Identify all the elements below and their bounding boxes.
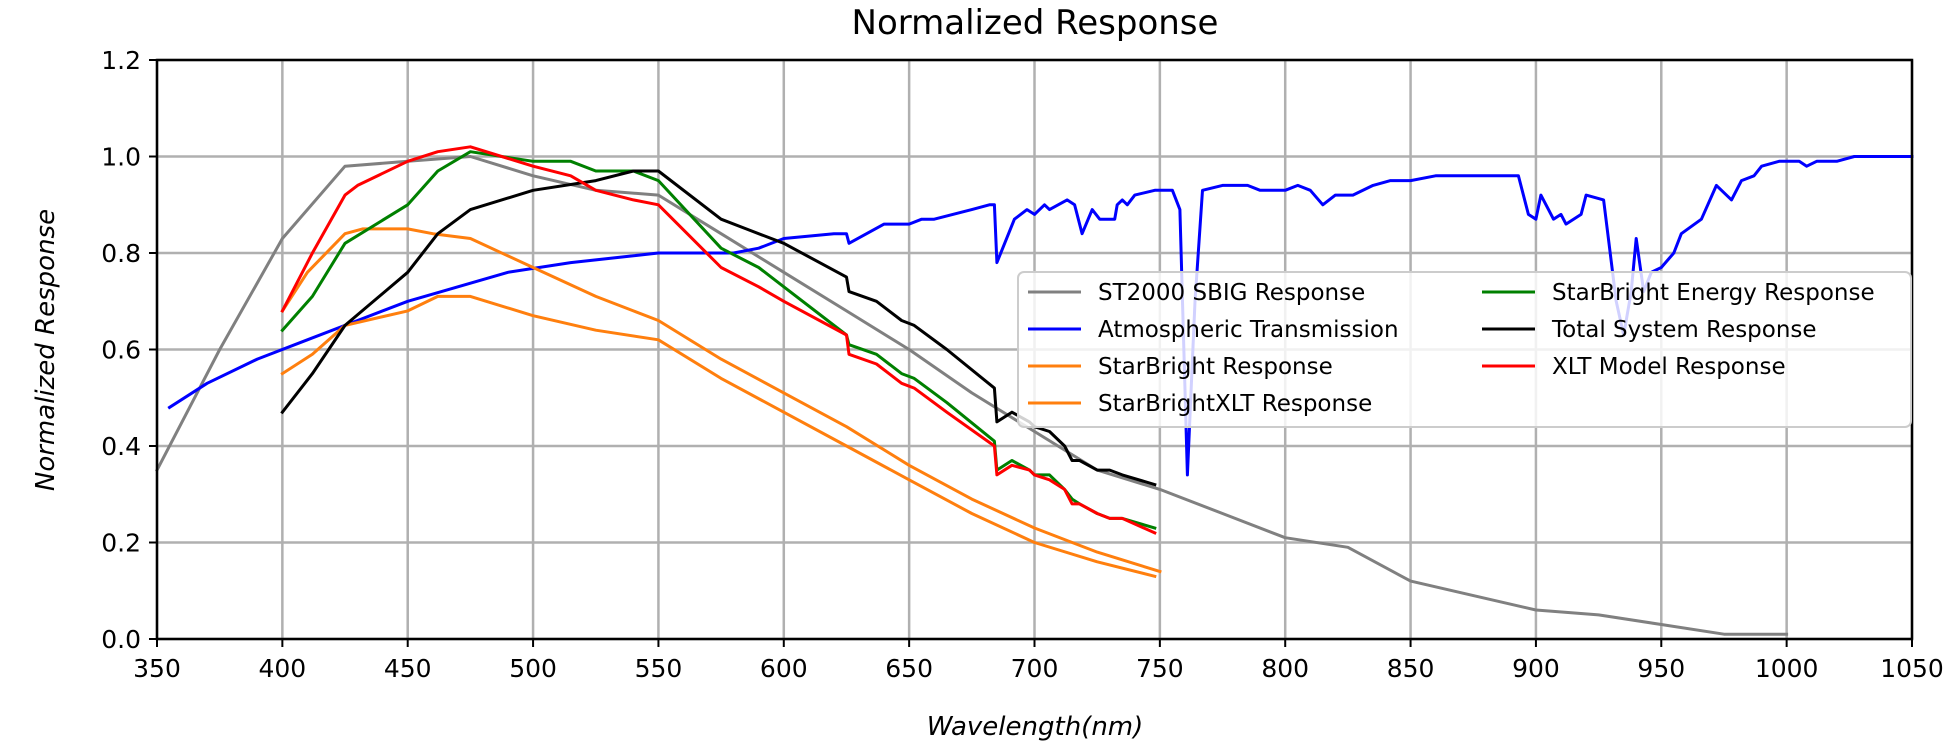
x-tick-label: 750 bbox=[1136, 654, 1184, 683]
y-tick-label: 0.0 bbox=[101, 625, 141, 654]
legend-label-4: StarBright Energy Response bbox=[1552, 280, 1875, 306]
legend-label-6: XLT Model Response bbox=[1552, 354, 1786, 380]
x-tick-label: 900 bbox=[1512, 654, 1560, 683]
plot-series bbox=[154, 145, 1914, 636]
series-line-3 bbox=[280, 294, 1157, 579]
series-line-2 bbox=[280, 227, 1162, 574]
x-tick-label: 350 bbox=[133, 654, 181, 683]
x-axis-title: Wavelength(nm) bbox=[927, 712, 1144, 742]
legend-label-2: StarBright Response bbox=[1098, 354, 1333, 380]
x-tick-label: 850 bbox=[1387, 654, 1435, 683]
x-tick-label: 400 bbox=[258, 654, 306, 683]
series-line-1 bbox=[167, 155, 1914, 477]
x-tick-label: 600 bbox=[760, 654, 808, 683]
x-tick-label: 700 bbox=[1011, 654, 1059, 683]
x-tick-label: 500 bbox=[509, 654, 557, 683]
x-tick-label: 1000 bbox=[1755, 654, 1819, 683]
series-line-5 bbox=[280, 169, 1157, 487]
y-tick-label: 1.2 bbox=[101, 46, 141, 75]
series-line-6 bbox=[280, 145, 1157, 535]
y-tick-label: 0.2 bbox=[101, 529, 141, 558]
legend-box bbox=[1017, 271, 1912, 428]
legend-label-5: Total System Response bbox=[1551, 317, 1817, 343]
legend-label-3: StarBrightXLT Response bbox=[1098, 391, 1372, 417]
y-axis: 0.0 0.2 0.4 0.6 0.8 1.0 1.2 bbox=[101, 46, 157, 654]
x-tick-label: 1050 bbox=[1880, 654, 1944, 683]
chart-title: Normalized Response bbox=[852, 3, 1219, 43]
series-line-0 bbox=[154, 155, 1789, 636]
y-tick-label: 0.6 bbox=[101, 336, 141, 365]
legend: ST2000 SBIG Response Atmospheric Transmis… bbox=[1017, 271, 1912, 428]
legend-label-1: Atmospheric Transmission bbox=[1098, 317, 1399, 343]
x-tick-label: 650 bbox=[885, 654, 933, 683]
y-tick-label: 0.8 bbox=[101, 239, 141, 268]
x-tick-label: 800 bbox=[1261, 654, 1309, 683]
legend-label-0: ST2000 SBIG Response bbox=[1098, 280, 1365, 306]
x-tick-label: 450 bbox=[384, 654, 432, 683]
x-tick-label: 550 bbox=[635, 654, 683, 683]
x-axis: 350 400 450 500 550 600 650 700 750 800 850 900 950 1… bbox=[133, 639, 1944, 683]
y-tick-label: 0.4 bbox=[101, 432, 141, 461]
y-axis-title: Normalized Response bbox=[31, 209, 61, 491]
y-tick-label: 1.0 bbox=[101, 143, 141, 172]
x-tick-label: 950 bbox=[1637, 654, 1685, 683]
